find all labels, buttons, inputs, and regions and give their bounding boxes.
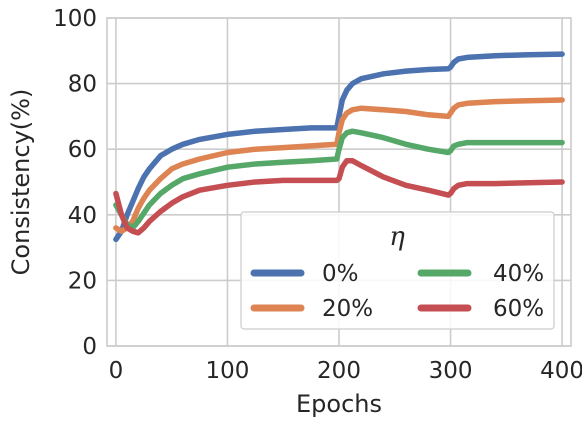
x-axis-label: Epochs — [296, 390, 382, 418]
x-tick-label-200: 200 — [317, 358, 361, 384]
x-tick-label-300: 300 — [429, 358, 473, 384]
legend-box — [240, 211, 555, 330]
legend-label-0: 0% — [322, 261, 359, 287]
y-tick-label-60: 60 — [68, 137, 97, 163]
y-tick-label-0: 0 — [82, 334, 97, 360]
plot-frame — [106, 17, 572, 347]
x-tick-label-400: 400 — [540, 358, 582, 384]
y-tick-label-100: 100 — [53, 6, 97, 32]
series-line-20pct — [113, 97, 565, 234]
legend-label-3: 60% — [493, 296, 544, 322]
series-line-40pct — [113, 128, 565, 231]
tick-labels: 0 100 200 300 400 0 20 40 60 80 100 — [53, 6, 582, 384]
legend-label-1: 20% — [322, 296, 373, 322]
y-axis-label: Consistency(%) — [7, 89, 35, 276]
legend: η 0% 40% 20% 60% — [240, 211, 555, 330]
series-lines — [113, 51, 565, 243]
y-tick-label-80: 80 — [68, 72, 97, 98]
series-line-0pct — [113, 51, 565, 243]
series-line-60pct — [113, 157, 565, 236]
legend-title: η — [389, 222, 405, 252]
x-tick-label-100: 100 — [206, 358, 250, 384]
y-tick-label-20: 20 — [68, 268, 97, 294]
y-tick-label-40: 40 — [68, 203, 97, 229]
x-tick-label-0: 0 — [109, 358, 124, 384]
legend-label-2: 40% — [493, 261, 544, 287]
